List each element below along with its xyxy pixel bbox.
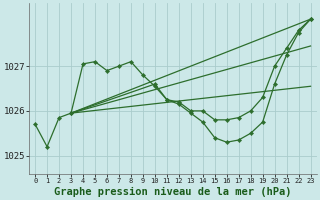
X-axis label: Graphe pression niveau de la mer (hPa): Graphe pression niveau de la mer (hPa): [54, 186, 292, 197]
